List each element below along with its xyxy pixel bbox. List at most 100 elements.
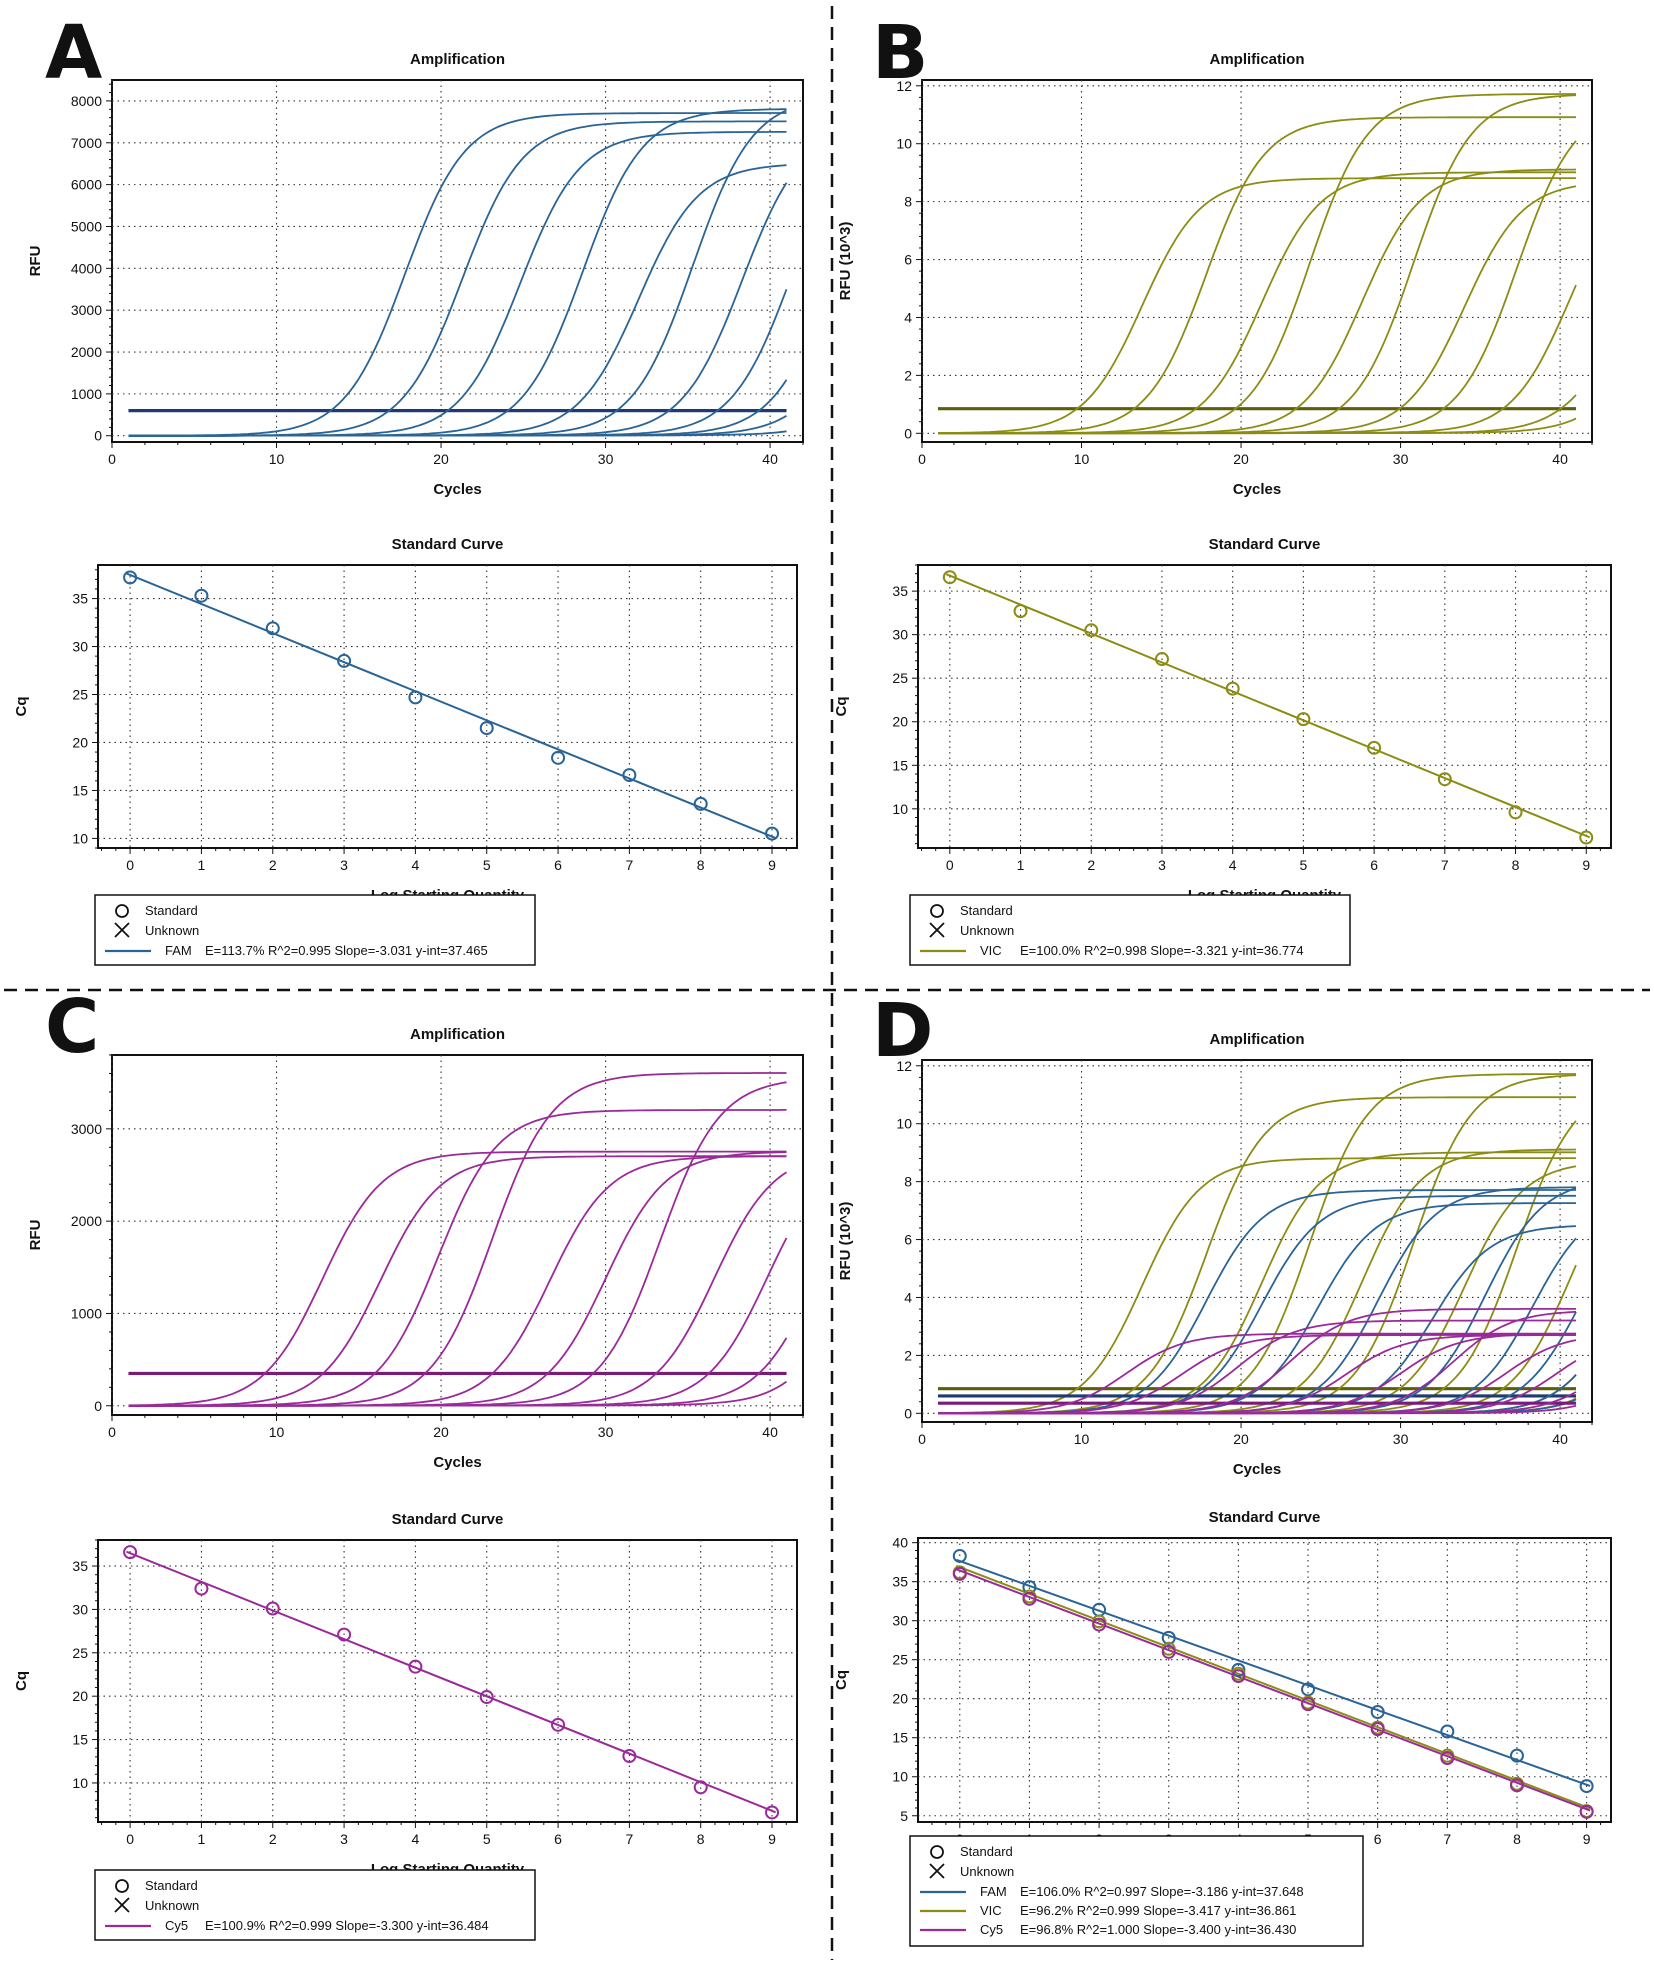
unknown-marker-icon [114,1897,130,1913]
standard-curve-title: Standard Curve [392,536,504,553]
amplification-ylabel: RFU (10^3) [837,1202,854,1281]
legend-fit-stats: E=100.0% R^2=0.998 Slope=-3.321 y-int=36… [1020,943,1304,958]
cy5-standard-point [1231,1669,1246,1684]
cy5-standard-point [479,1690,494,1705]
amplification-curves [937,93,1577,435]
y-tick-label: 20 [892,1691,908,1707]
x-tick-label: 1 [198,857,206,873]
y-tick-label: 6 [904,252,912,268]
standard-curve-gridlines [918,565,1611,848]
legend-frame [94,894,536,966]
y-tick-label: 10 [896,1116,912,1132]
x-tick-label: 7 [1443,1831,1451,1847]
cy5-standard-point [693,1780,708,1795]
standard-curve-title: Standard Curve [1209,1509,1321,1526]
x-tick-label: 5 [483,857,491,873]
y-tick-label: 10 [892,801,908,817]
amplification-ylabel: RFU [27,246,44,277]
x-tick-label: 0 [108,451,116,467]
y-tick-label: 30 [72,1601,88,1617]
standard-curve-gridlines [918,1538,1611,1822]
amplification-title: Amplification [1209,1031,1304,1048]
x-tick-label: 8 [1513,1831,1521,1847]
cy5-standard-point [952,1566,967,1581]
vic-regression-line [955,1564,1591,1810]
x-tick-label: 30 [598,451,614,467]
x-tick-label: 20 [1233,451,1249,467]
x-tick-label: 9 [1582,857,1590,873]
standard-curve-ticks [912,1542,1602,1828]
cy5-standard-point [1022,1591,1037,1606]
fam-standard-point [194,588,209,603]
legend-fit-stats: E=100.9% R^2=0.999 Slope=-3.300 y-int=36… [205,1918,489,1933]
y-tick-label: 25 [892,670,908,686]
y-tick-label: 4 [904,309,912,325]
panel-c-legend: Standard Unknown Cy5 E=100.9% R^2=0.999 Slo… [94,1869,536,1941]
vic-amplification-curve [938,177,1576,434]
cy5-standard-point [551,1717,566,1732]
panel-d-legend: Standard Unknown FAM E=106.0% R^2=0.997 Slo… [909,1835,1364,1947]
fam-standard-point [123,570,138,585]
y-tick-label: 1000 [71,386,102,402]
amplification-curves [128,1072,788,1407]
legend-standard-label: Standard [960,903,1013,918]
x-tick-label: 30 [1393,451,1409,467]
x-tick-label: 8 [697,1831,705,1847]
amplification-curves [128,108,788,437]
cy5-standard-point [123,1545,138,1560]
cy5-amplification-curve [128,1380,788,1407]
x-tick-label: 4 [1229,857,1237,873]
y-tick-label: 20 [72,1688,88,1704]
x-tick-label: 6 [1374,1831,1382,1847]
fam-standard-point [765,826,780,841]
legend-fit-stats: E=96.8% R^2=1.000 Slope=-3.400 y-int=36.… [1020,1922,1296,1937]
amplification-curves [937,1073,1577,1415]
standard-curve-ylabel: Cq [833,697,850,717]
y-tick-label: 0 [94,1398,102,1414]
amplification-title: Amplification [410,51,505,68]
x-tick-label: 2 [269,1831,277,1847]
vic-standard-point [942,570,957,585]
x-tick-label: 6 [1370,857,1378,873]
x-tick-label: 9 [768,857,776,873]
legend-channel-label: VIC [980,943,1002,958]
amplification-plot-frame [111,1054,804,1416]
panel-c-amplification: 0 10 20 30 40 0 1000 2000 3000 Amplification Cycle… [27,1026,804,1471]
x-tick-label: 0 [126,1831,134,1847]
amplification-plot-frame [921,79,1593,443]
legend-standard-label: Standard [960,1844,1013,1859]
standard-curve-plot-frame [917,564,1612,849]
x-tick-label: 30 [1393,1431,1409,1447]
x-tick-label: 10 [269,451,285,467]
y-tick-label: 0 [904,425,912,441]
amplification-xlabel: Cycles [1233,1461,1281,1478]
legend-channel-label: FAM [980,1884,1007,1899]
cy5-standard-point [1509,1778,1524,1793]
x-tick-label: 3 [1158,857,1166,873]
standard-marker-icon [930,1845,944,1859]
x-tick-label: 5 [1299,857,1307,873]
x-tick-label: 9 [1583,1831,1591,1847]
y-tick-label: 30 [892,627,908,643]
x-tick-label: 40 [1552,1431,1568,1447]
standard-marker-icon [930,904,944,918]
y-tick-label: 5 [900,1808,908,1824]
amplification-ylabel: RFU (10^3) [837,222,854,301]
vic-regression-line [945,573,1591,839]
cy5-standard-point [1579,1804,1594,1819]
y-tick-label: 25 [892,1652,908,1668]
fam-standard-point [265,621,280,636]
vic-standard-point [1508,805,1523,820]
legend-unknown-label: Unknown [960,1864,1014,1879]
y-tick-label: 40 [892,1535,908,1551]
legend-standard-label: Standard [145,1878,198,1893]
vic-amplification-curve [938,417,1577,435]
x-tick-label: 2 [1087,857,1095,873]
cy5-amplification-curve [938,1404,1577,1415]
legend-unknown-label: Unknown [145,923,199,938]
cy5-standard-point [1370,1722,1385,1737]
fam-standard-point [622,768,637,783]
